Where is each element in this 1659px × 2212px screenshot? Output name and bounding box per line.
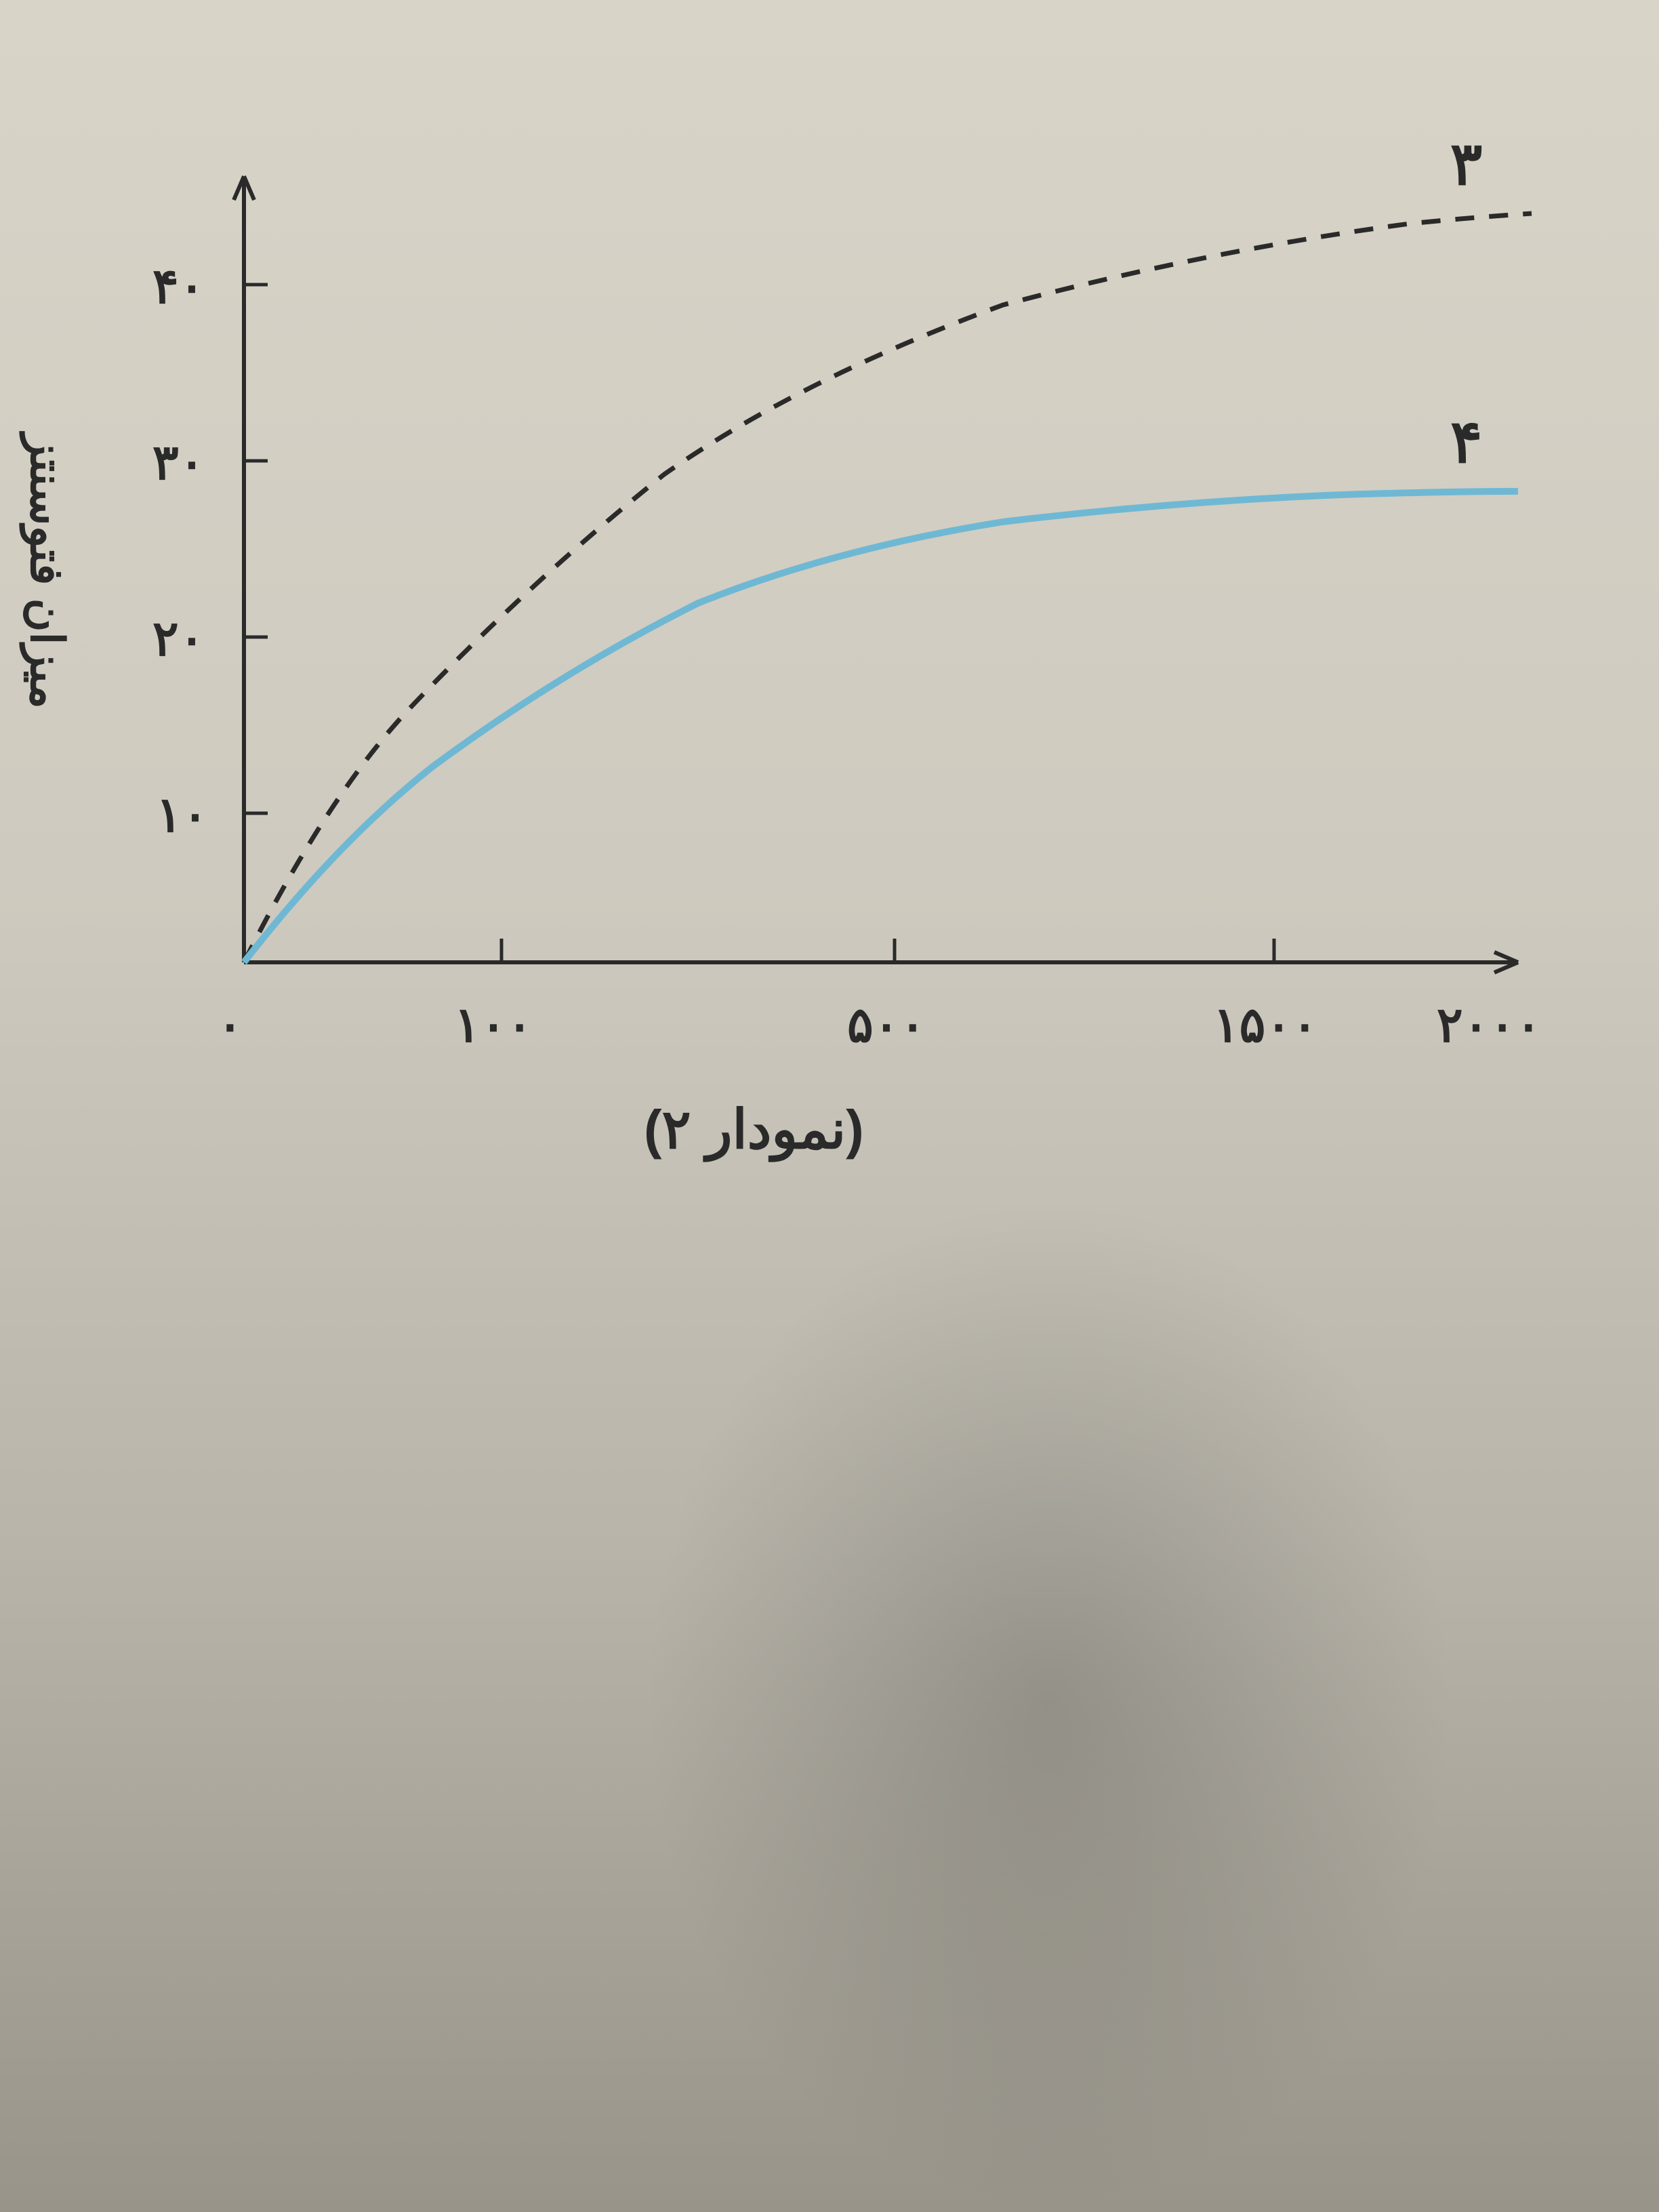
series-3-label: ۳ xyxy=(1450,129,1482,199)
y-axis-label: میزان فتوسنتز xyxy=(20,434,74,709)
x-tick-label-0: ۰ xyxy=(217,996,243,1053)
y-tick-label-40: ۴۰ xyxy=(152,258,205,314)
y-tick-label-20: ۲۰ xyxy=(152,610,205,667)
x-tick-label-2000: ۲۰۰۰ xyxy=(1437,996,1542,1053)
page: میزان فتوسنتز ۱۰ ۲۰ ۳۰ ۴۰ ۰ ۱۰۰ ۵۰۰ ۱۵۰۰… xyxy=(0,0,1659,2212)
chart-container xyxy=(122,81,1545,1064)
x-axis xyxy=(244,952,1518,972)
page-shadow xyxy=(642,1195,1456,2212)
series-3-curve xyxy=(244,213,1532,962)
y-tick-label-10: ۱۰ xyxy=(156,786,208,843)
x-tick-label-500: ۵۰۰ xyxy=(847,996,926,1053)
x-tick-label-1500: ۱۵۰۰ xyxy=(1213,996,1318,1053)
series-4-curve xyxy=(244,491,1518,962)
x-tick-label-100: ۱۰۰ xyxy=(454,996,533,1053)
chart-caption: (نمودار ۲) xyxy=(644,1098,864,1161)
chart-svg xyxy=(122,81,1545,1064)
y-axis xyxy=(234,176,254,962)
y-tick-label-30: ۳۰ xyxy=(152,434,205,491)
series-4-label: ۴ xyxy=(1450,407,1482,476)
